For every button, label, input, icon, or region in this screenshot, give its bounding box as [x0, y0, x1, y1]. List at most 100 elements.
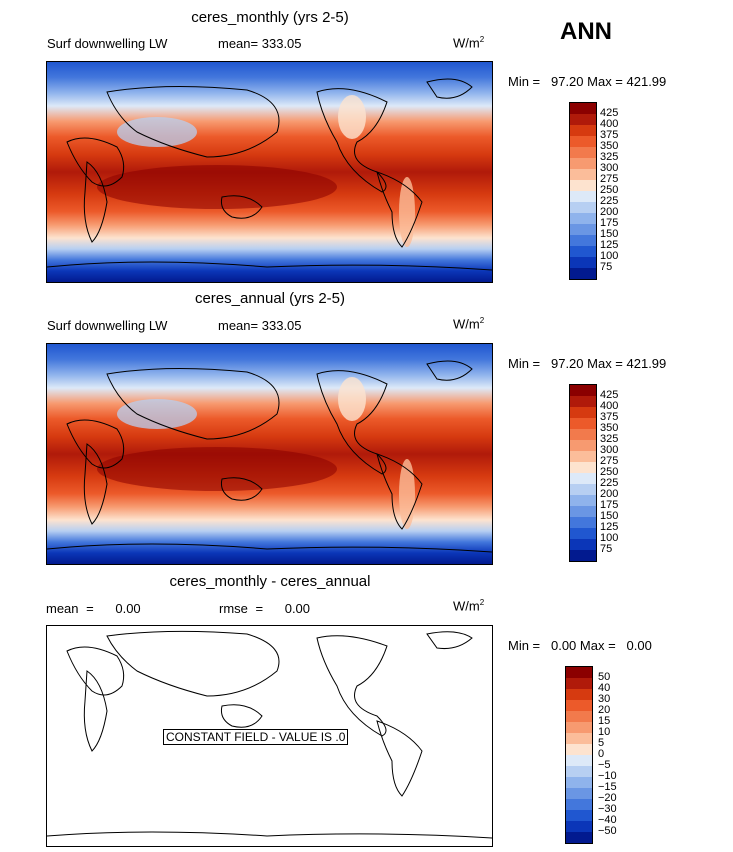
colorbar-swatch	[566, 788, 592, 799]
colorbar-tick-label: 250	[600, 184, 619, 196]
panel3-colorbar-labels: 50 40 30 20 15 10 5 0 −5 −10 −15 −20 −30 −40 −50	[598, 672, 617, 837]
colorbar-tick-label: 175	[600, 217, 619, 229]
colorbar-swatch	[570, 169, 596, 180]
panel2-map-field	[47, 344, 492, 564]
colorbar-tick-label: 250	[600, 466, 619, 478]
colorbar-tick-label: 425	[600, 107, 619, 119]
colorbar-swatch	[566, 755, 592, 766]
panel3-rmse: rmse = 0.00	[219, 601, 310, 616]
colorbar-tick-label: 375	[600, 129, 619, 141]
panel1-units: W/m2	[453, 35, 484, 50]
colorbar-swatch	[570, 147, 596, 158]
colorbar-swatch	[566, 678, 592, 689]
panel2-mean: mean= 333.05	[218, 318, 302, 333]
colorbar-swatch	[570, 440, 596, 451]
panel1-units-base: W/m	[453, 35, 480, 51]
panel2-units-base: W/m	[453, 316, 480, 332]
colorbar-swatch	[570, 528, 596, 539]
panel3-mean: mean = 0.00	[46, 601, 141, 616]
colorbar-tick-label: 200	[600, 488, 619, 500]
colorbar-tick-label: 20	[598, 704, 611, 716]
panel3-colorbar	[565, 666, 593, 844]
panel2-title: ceres_annual (yrs 2-5)	[194, 290, 346, 307]
colorbar-tick-label: 275	[600, 455, 619, 467]
colorbar-swatch	[566, 700, 592, 711]
panel1-map	[46, 61, 493, 283]
colorbar-swatch	[570, 462, 596, 473]
colorbar-tick-label: 10	[598, 726, 611, 738]
colorbar-swatch	[570, 517, 596, 528]
colorbar-tick-label: 15	[598, 715, 611, 727]
colorbar-tick-label: 30	[598, 693, 611, 705]
panel2-colorbar	[569, 384, 597, 562]
colorbar-tick-label: 325	[600, 151, 619, 163]
colorbar-swatch	[570, 114, 596, 125]
colorbar-tick-label: 350	[600, 140, 619, 152]
panel1-variable: Surf downwelling LW	[47, 36, 168, 51]
colorbar-tick-label: 375	[600, 411, 619, 423]
panel1-colorbar	[569, 102, 597, 280]
colorbar-tick-label: 75	[600, 543, 613, 555]
colorbar-tick-label: 125	[600, 239, 619, 251]
colorbar-swatch	[566, 832, 592, 843]
colorbar-tick-label: −30	[598, 803, 617, 815]
colorbar-swatch	[570, 202, 596, 213]
panel2-units-sup: 2	[479, 316, 485, 325]
colorbar-swatch	[570, 385, 596, 396]
colorbar-swatch	[570, 539, 596, 550]
panel2-units: W/m2	[453, 316, 484, 331]
panel2-map	[46, 343, 493, 565]
panel1-units-sup: 2	[479, 35, 485, 44]
colorbar-swatch	[570, 235, 596, 246]
panel3-units: W/m2	[453, 598, 484, 613]
colorbar-swatch	[570, 550, 596, 561]
colorbar-tick-label: 425	[600, 389, 619, 401]
colorbar-swatch	[566, 744, 592, 755]
panel2-variable: Surf downwelling LW	[47, 318, 168, 333]
colorbar-swatch	[566, 711, 592, 722]
colorbar-tick-label: 100	[600, 250, 619, 262]
colorbar-tick-label: 400	[600, 400, 619, 412]
panel1-minmax: Min = 97.20 Max = 421.99	[508, 74, 667, 89]
panel3-units-base: W/m	[453, 598, 480, 614]
panel1-map-field	[47, 62, 492, 282]
panel3-map: CONSTANT FIELD - VALUE IS .0	[46, 625, 493, 847]
panel3-rmse-value: 0.00	[284, 601, 311, 616]
colorbar-swatch	[570, 407, 596, 418]
panel3-rmse-label: rmse =	[219, 601, 264, 616]
colorbar-tick-label: −40	[598, 814, 617, 826]
colorbar-tick-label: 5	[598, 737, 605, 749]
panel3-mean-label: mean =	[46, 601, 94, 616]
colorbar-tick-label: −50	[598, 825, 617, 837]
colorbar-swatch	[570, 429, 596, 440]
colorbar-swatch	[566, 689, 592, 700]
panel1-colorbar-labels: 425 400 375 350 325 300 275 250 225 200 175 150 125 1…	[600, 108, 618, 273]
colorbar-swatch	[566, 821, 592, 832]
colorbar-swatch	[570, 473, 596, 484]
colorbar-tick-label: −15	[598, 781, 617, 793]
colorbar-tick-label: 150	[600, 228, 619, 240]
colorbar-swatch	[570, 180, 596, 191]
panel1-title: ceres_monthly (yrs 2-5)	[191, 9, 349, 26]
colorbar-swatch	[570, 418, 596, 429]
panel3-units-sup: 2	[479, 598, 485, 607]
panel2-mean-label: mean=	[218, 318, 259, 333]
colorbar-tick-label: 75	[600, 261, 613, 273]
colorbar-swatch	[570, 484, 596, 495]
colorbar-tick-label: 400	[600, 118, 619, 130]
panel1-mean-value: 333.05	[261, 36, 302, 51]
colorbar-tick-label: 225	[600, 477, 619, 489]
colorbar-tick-label: 300	[600, 162, 619, 174]
colorbar-swatch	[570, 495, 596, 506]
panel2-minmax: Min = 97.20 Max = 421.99	[508, 356, 667, 371]
season-label: ANN	[560, 18, 612, 45]
colorbar-tick-label: 150	[600, 510, 619, 522]
panel3-mean-value: 0.00	[115, 601, 141, 616]
colorbar-tick-label: 125	[600, 521, 619, 533]
colorbar-swatch	[570, 506, 596, 517]
colorbar-swatch	[570, 268, 596, 279]
colorbar-tick-label: 325	[600, 433, 619, 445]
colorbar-tick-label: 300	[600, 444, 619, 456]
colorbar-tick-label: 275	[600, 173, 619, 185]
colorbar-tick-label: 200	[600, 206, 619, 218]
